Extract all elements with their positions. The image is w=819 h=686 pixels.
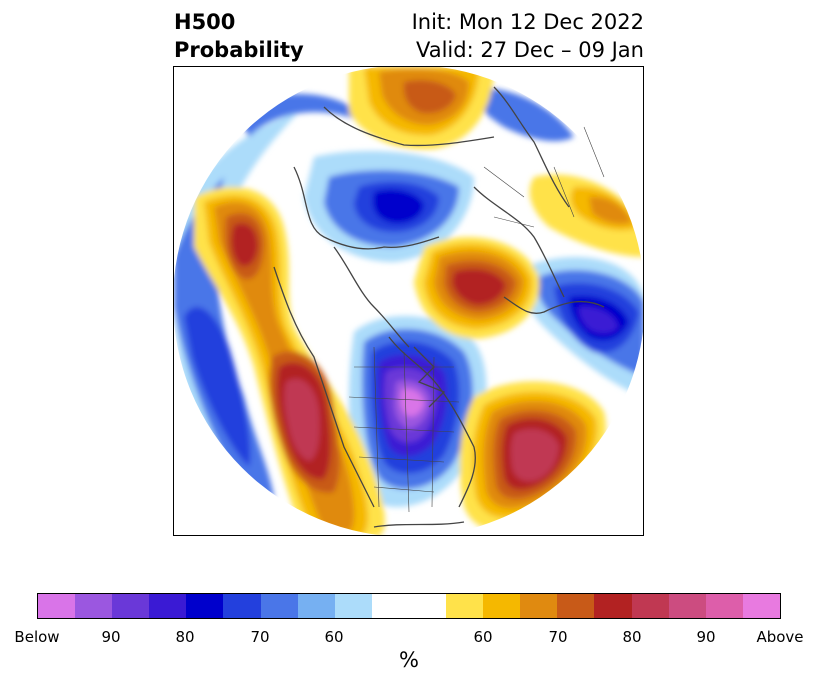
colorbar-tick: 80 (622, 628, 642, 646)
colorbar-segment-below (38, 594, 76, 618)
map-title: H500 Probability (174, 8, 304, 64)
colorbar-tick: 70 (548, 628, 568, 646)
map-panel (173, 66, 644, 536)
colorbar-unit-label: % (399, 648, 419, 672)
init-date: Init: Mon 12 Dec 2022 (411, 10, 644, 34)
colorbar-segment-below (260, 594, 298, 618)
colorbar-segment-below (297, 594, 335, 618)
colorbar-segment-above (557, 594, 595, 618)
colorbar-tick: Above (756, 628, 804, 646)
colorbar-segment-above (668, 594, 706, 618)
colorbar-segment-above (483, 594, 521, 618)
colorbar-segment-above (446, 594, 484, 618)
probability-fields (174, 67, 643, 535)
colorbar-segment-neutral (371, 594, 447, 618)
colorbar-tick: Below (14, 628, 60, 646)
colorbar-tick: 90 (101, 628, 121, 646)
valid-period: Valid: 27 Dec – 09 Jan (415, 38, 644, 62)
borders (348, 126, 605, 513)
colorbar-segment-below (75, 594, 113, 618)
colorbar-segment-above (742, 594, 780, 618)
colorbar-segment-below (112, 594, 150, 618)
colorbar-tick: 60 (324, 628, 344, 646)
colorbar (37, 593, 781, 619)
map-dates: Init: Mon 12 Dec 2022 Valid: 27 Dec – 09… (412, 8, 644, 64)
colorbar-segment-above (594, 594, 632, 618)
colorbar-segment-above (705, 594, 743, 618)
coastlines (273, 86, 605, 528)
colorbar-segment-below (186, 594, 224, 618)
colorbar-tick: 60 (473, 628, 493, 646)
colorbar-tick: 90 (696, 628, 716, 646)
colorbar-segment-above (631, 594, 669, 618)
colorbar-tick: 70 (250, 628, 270, 646)
title-variable: H500 (174, 10, 236, 34)
probability-map (174, 67, 643, 535)
colorbar-segment-below (334, 594, 372, 618)
colorbar-segment-below (223, 594, 261, 618)
title-product: Probability (174, 38, 304, 62)
colorbar-tick: 80 (175, 628, 195, 646)
colorbar-segment-below (149, 594, 187, 618)
colorbar-segment-above (520, 594, 558, 618)
